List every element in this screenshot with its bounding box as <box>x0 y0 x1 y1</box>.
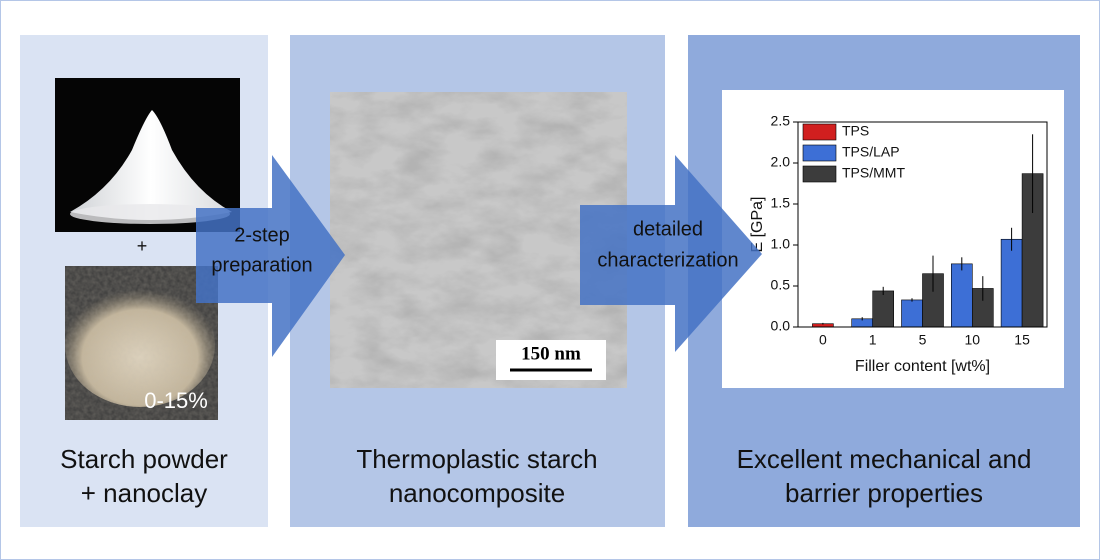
legend-swatch <box>802 123 837 141</box>
caption: Starch powder <box>60 444 228 474</box>
scale-bar-label: 150 nm <box>521 343 581 364</box>
plus: + <box>137 236 148 256</box>
arrow-label: 2-step <box>234 224 290 246</box>
x-tick-label: 1 <box>869 332 877 348</box>
y-axis-label: E [GPa] <box>749 196 766 252</box>
caption: Thermoplastic starch <box>356 444 597 474</box>
caption: Excellent mechanical and <box>737 444 1032 474</box>
bar <box>872 290 895 328</box>
caption: + nanoclay <box>81 478 207 508</box>
x-tick-label: 5 <box>919 332 927 348</box>
y-tick-label: 2.5 <box>771 113 791 129</box>
arrow-label: preparation <box>211 254 312 276</box>
y-tick-label: 0.5 <box>771 277 791 293</box>
legend-label: TPS <box>842 123 869 139</box>
y-tick-label: 0.0 <box>771 318 791 334</box>
x-tick-label: 10 <box>965 332 981 348</box>
x-axis-label: Filler content [wt%] <box>855 358 990 375</box>
legend-swatch <box>802 144 837 162</box>
arrow <box>580 155 762 352</box>
arrow-label: detailed <box>633 218 703 240</box>
legend-swatch <box>802 165 837 183</box>
clay-photo <box>65 266 218 420</box>
arrow <box>196 155 345 357</box>
caption: barrier properties <box>785 478 983 508</box>
starch-photo <box>55 78 240 232</box>
caption: nanocomposite <box>389 478 565 508</box>
y-tick-label: 2.0 <box>771 154 791 170</box>
arrow-label: characterization <box>597 249 738 271</box>
legend-label: TPS/LAP <box>842 144 900 160</box>
y-tick-label: 1.5 <box>771 195 791 211</box>
legend-label: TPS/MMT <box>842 165 905 181</box>
bar <box>950 263 973 328</box>
bar <box>901 299 923 328</box>
tem-image <box>330 92 627 388</box>
y-tick-label: 1.0 <box>771 236 791 252</box>
x-tick-label: 15 <box>1014 332 1030 348</box>
plot-frame <box>797 121 1048 328</box>
bar <box>1000 238 1023 328</box>
filler-label: 0-15% <box>144 388 208 413</box>
x-tick-label: 0 <box>819 332 827 348</box>
